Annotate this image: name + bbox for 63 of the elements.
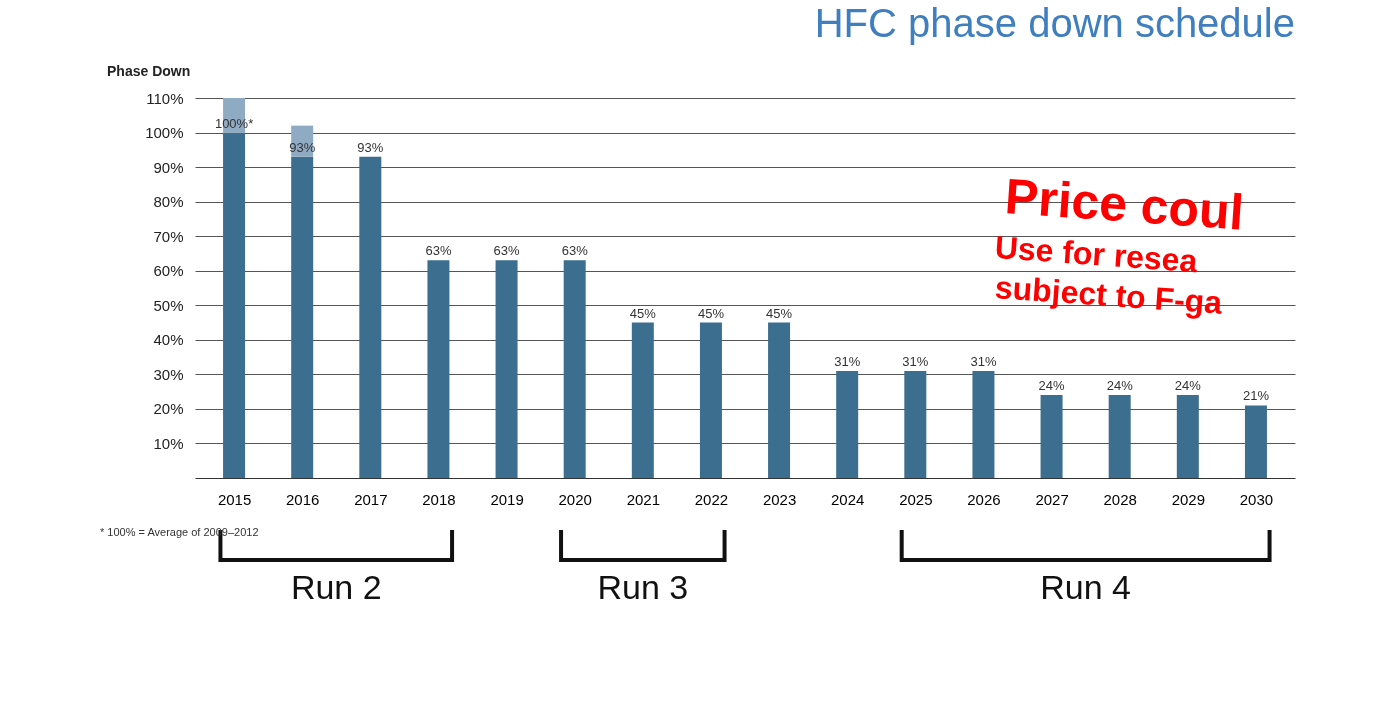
text: Run 3 <box>597 568 689 606</box>
y-tick-label: 90% <box>153 158 184 176</box>
data-label: 31% <box>970 353 997 369</box>
x-tick-label: 2020 <box>558 490 592 508</box>
text: Run 4 <box>1040 568 1131 606</box>
data-label: 24% <box>1106 378 1134 394</box>
x-tick-label: 2027 <box>1035 490 1069 508</box>
x-tick-label: 2025 <box>899 490 933 508</box>
y-tick-label: 20% <box>153 400 184 418</box>
y-tick-label: 30% <box>153 365 184 383</box>
x-tick-label: 2018 <box>422 490 456 508</box>
x-tick-label: 2023 <box>762 490 797 508</box>
x-tick-label: 2017 <box>354 490 388 508</box>
data-label: 63% <box>425 243 452 259</box>
data-label: 24% <box>1174 378 1202 394</box>
x-tick-label: 2028 <box>1103 490 1137 508</box>
bar <box>291 156 314 478</box>
bar <box>1244 405 1267 478</box>
y-tick-label: 70% <box>153 227 184 245</box>
bar <box>563 260 586 478</box>
chart-title: HFC phase down schedule <box>814 1 1295 45</box>
y-tick-label: 110% <box>146 89 184 107</box>
y-tick-label: 10% <box>153 434 184 452</box>
bar <box>1108 395 1131 478</box>
text: * 100% = Average of 2009–2012 <box>100 526 259 538</box>
bar <box>427 260 450 478</box>
x-tick-label: 2026 <box>967 490 1001 508</box>
data-label: 21% <box>1242 388 1270 404</box>
x-tick-label: 2030 <box>1239 490 1274 508</box>
x-tick-label: 2015 <box>217 490 252 508</box>
bar <box>1040 395 1063 478</box>
bar <box>768 322 791 478</box>
data-label: 31% <box>902 353 929 369</box>
y-tick-label: 100% <box>145 124 184 142</box>
text: Run 2 <box>290 568 382 606</box>
bar <box>699 322 722 478</box>
data-label: 24% <box>1038 378 1066 394</box>
y-axis-title: Phase Down <box>107 63 191 79</box>
data-label: 31% <box>834 353 861 369</box>
data-label: 45% <box>766 305 793 321</box>
data-label: 93% <box>357 139 384 155</box>
x-tick-label: 2021 <box>626 490 660 508</box>
data-label: 63% <box>561 243 589 259</box>
data-label: 63% <box>493 243 521 259</box>
y-tick-label: 60% <box>153 262 184 280</box>
bar <box>1176 395 1199 478</box>
y-tick-label: 50% <box>153 296 184 314</box>
y-tick-label: 40% <box>153 331 184 349</box>
data-label: 45% <box>629 305 657 321</box>
bar <box>972 370 995 478</box>
data-label: 45% <box>697 305 725 321</box>
x-tick-label: 2029 <box>1171 490 1205 508</box>
bar <box>223 132 246 478</box>
bar <box>836 370 859 478</box>
bar <box>904 370 927 478</box>
bar <box>631 322 654 478</box>
x-tick-label: 2019 <box>490 490 524 508</box>
x-tick-label: 2016 <box>286 490 320 508</box>
bar <box>359 156 382 478</box>
y-tick-label: 80% <box>153 193 184 211</box>
x-tick-label: 2022 <box>694 490 729 508</box>
bar <box>495 260 518 478</box>
x-tick-label: 2024 <box>831 490 865 508</box>
